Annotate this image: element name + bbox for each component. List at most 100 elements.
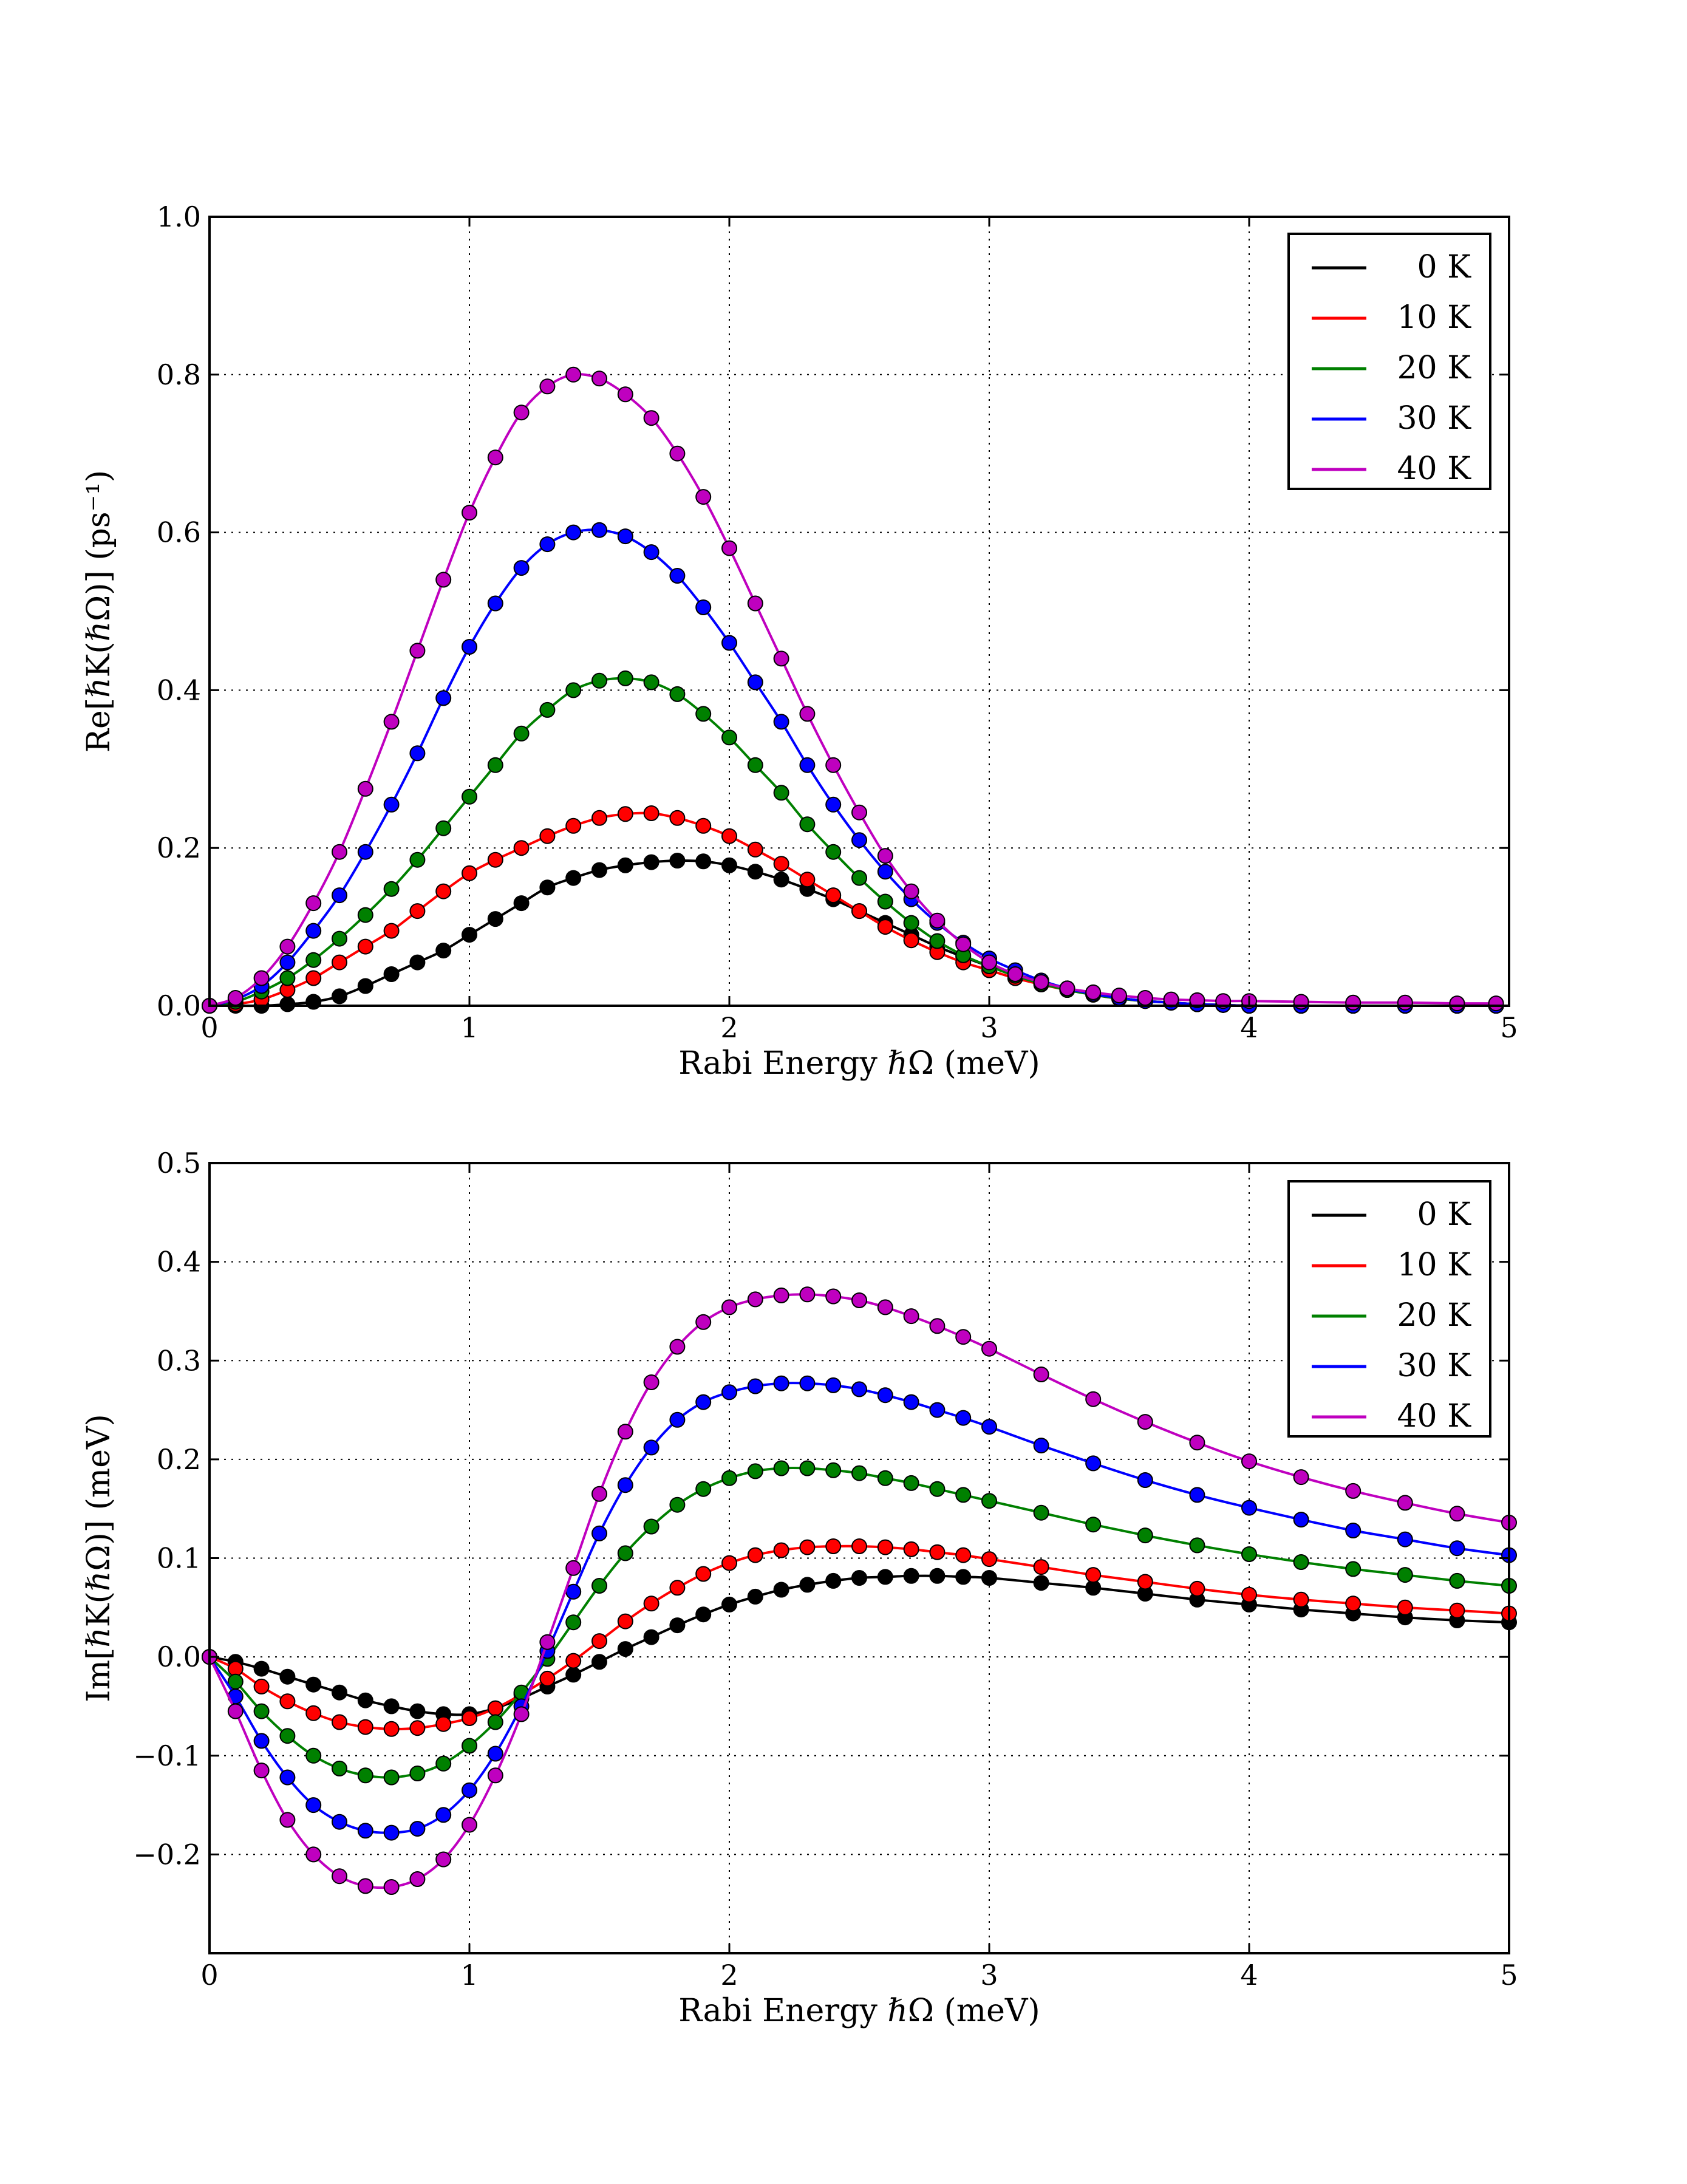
data-point: [799, 757, 816, 773]
data-point: [1345, 1561, 1362, 1577]
data-point: [721, 1384, 737, 1401]
data-point: [565, 870, 582, 886]
data-point: [357, 907, 373, 923]
data-point: [487, 1700, 503, 1716]
series-line: [208, 1467, 1510, 1779]
data-point: [695, 706, 712, 722]
data-point: [1488, 995, 1504, 1012]
data-point: [799, 1375, 816, 1391]
data-point: [383, 1721, 400, 1737]
data-point: [487, 911, 503, 927]
data-point: [591, 672, 607, 689]
data-point: [383, 1824, 400, 1841]
data-point: [332, 1868, 347, 1885]
data-point: [565, 817, 582, 834]
data-point: [1033, 1559, 1049, 1575]
y-tick-label: 0.8: [157, 358, 201, 391]
data-point: [409, 1871, 426, 1887]
data-point: [1449, 1602, 1465, 1619]
data-point: [669, 1496, 686, 1513]
series-line: [209, 373, 1496, 1007]
data-point: [332, 1760, 347, 1776]
data-point: [279, 1728, 296, 1744]
data-point: [1189, 1580, 1205, 1597]
data-point: [357, 1767, 373, 1784]
data-point: [877, 1299, 893, 1316]
data-point: [253, 1733, 270, 1749]
series-30-k: [202, 1375, 1517, 1841]
x-axis-label: Rabi Energy ℏΩ (meV): [678, 1993, 1040, 2029]
data-point: [305, 970, 322, 986]
data-point: [825, 1572, 842, 1589]
data-point: [1397, 994, 1413, 1011]
data-point: [955, 936, 972, 952]
data-point: [332, 1714, 347, 1730]
data-point: [903, 1308, 919, 1325]
data-point: [332, 930, 347, 947]
data-point: [462, 639, 477, 655]
y-tick-label: 0.3: [157, 1344, 201, 1377]
data-point: [383, 1769, 400, 1786]
y-tick-label: 0.6: [157, 516, 201, 549]
data-point: [747, 595, 763, 612]
data-point: [799, 1539, 816, 1555]
data-point: [513, 1706, 530, 1722]
series-line: [209, 1574, 1510, 1716]
data-point: [877, 919, 893, 935]
data-point: [305, 895, 322, 912]
data-point: [643, 1595, 659, 1612]
data-point: [487, 449, 503, 466]
data-point: [332, 1684, 347, 1701]
data-point: [462, 1710, 477, 1726]
x-tick-label: 5: [1500, 1959, 1518, 1991]
series-0-k: [202, 1568, 1517, 1722]
data-point: [383, 1698, 400, 1715]
legend-label: 20 K: [1397, 1297, 1471, 1334]
data-point: [435, 1716, 452, 1732]
data-point: [1241, 1546, 1257, 1562]
data-point: [279, 954, 296, 971]
y-tick-label: 0.2: [157, 1443, 201, 1476]
data-point: [617, 1545, 633, 1561]
legend-label: 40 K: [1397, 451, 1471, 487]
data-point: [1345, 1523, 1362, 1538]
data-point: [669, 445, 686, 462]
data-point: [617, 857, 633, 873]
data-point: [851, 832, 867, 848]
data-point: [1189, 1435, 1205, 1451]
data-point: [591, 1486, 607, 1502]
data-point: [1085, 1455, 1102, 1472]
data-point: [591, 1654, 607, 1670]
data-point: [825, 757, 842, 773]
data-point: [332, 988, 347, 1005]
data-point: [617, 1613, 633, 1629]
data-point: [591, 862, 607, 878]
x-tick-label: 4: [1240, 1959, 1258, 1991]
data-point: [357, 938, 373, 955]
data-point: [591, 1578, 607, 1594]
data-point: [1345, 1483, 1362, 1499]
data-point: [747, 1378, 763, 1394]
data-point: [1345, 994, 1362, 1011]
data-point: [279, 1769, 296, 1786]
data-point: [747, 1588, 763, 1605]
data-point: [825, 1377, 842, 1393]
data-point: [877, 893, 893, 910]
data-point: [669, 1617, 686, 1634]
data-point: [747, 674, 763, 691]
data-point: [409, 903, 426, 920]
data-point: [1397, 1567, 1413, 1583]
data-point: [357, 1692, 373, 1708]
x-tick-label: 1: [460, 1011, 478, 1044]
data-point: [981, 1570, 997, 1586]
data-point: [1137, 1472, 1153, 1488]
x-tick-label: 3: [980, 1011, 998, 1044]
data-point: [929, 1318, 946, 1334]
data-point: [1241, 1500, 1257, 1516]
data-point: [305, 952, 322, 968]
y-tick-label: 0.0: [157, 1640, 201, 1673]
data-point: [955, 1329, 972, 1345]
data-point: [383, 714, 400, 730]
data-point: [565, 1614, 582, 1631]
data-point: [435, 820, 452, 836]
